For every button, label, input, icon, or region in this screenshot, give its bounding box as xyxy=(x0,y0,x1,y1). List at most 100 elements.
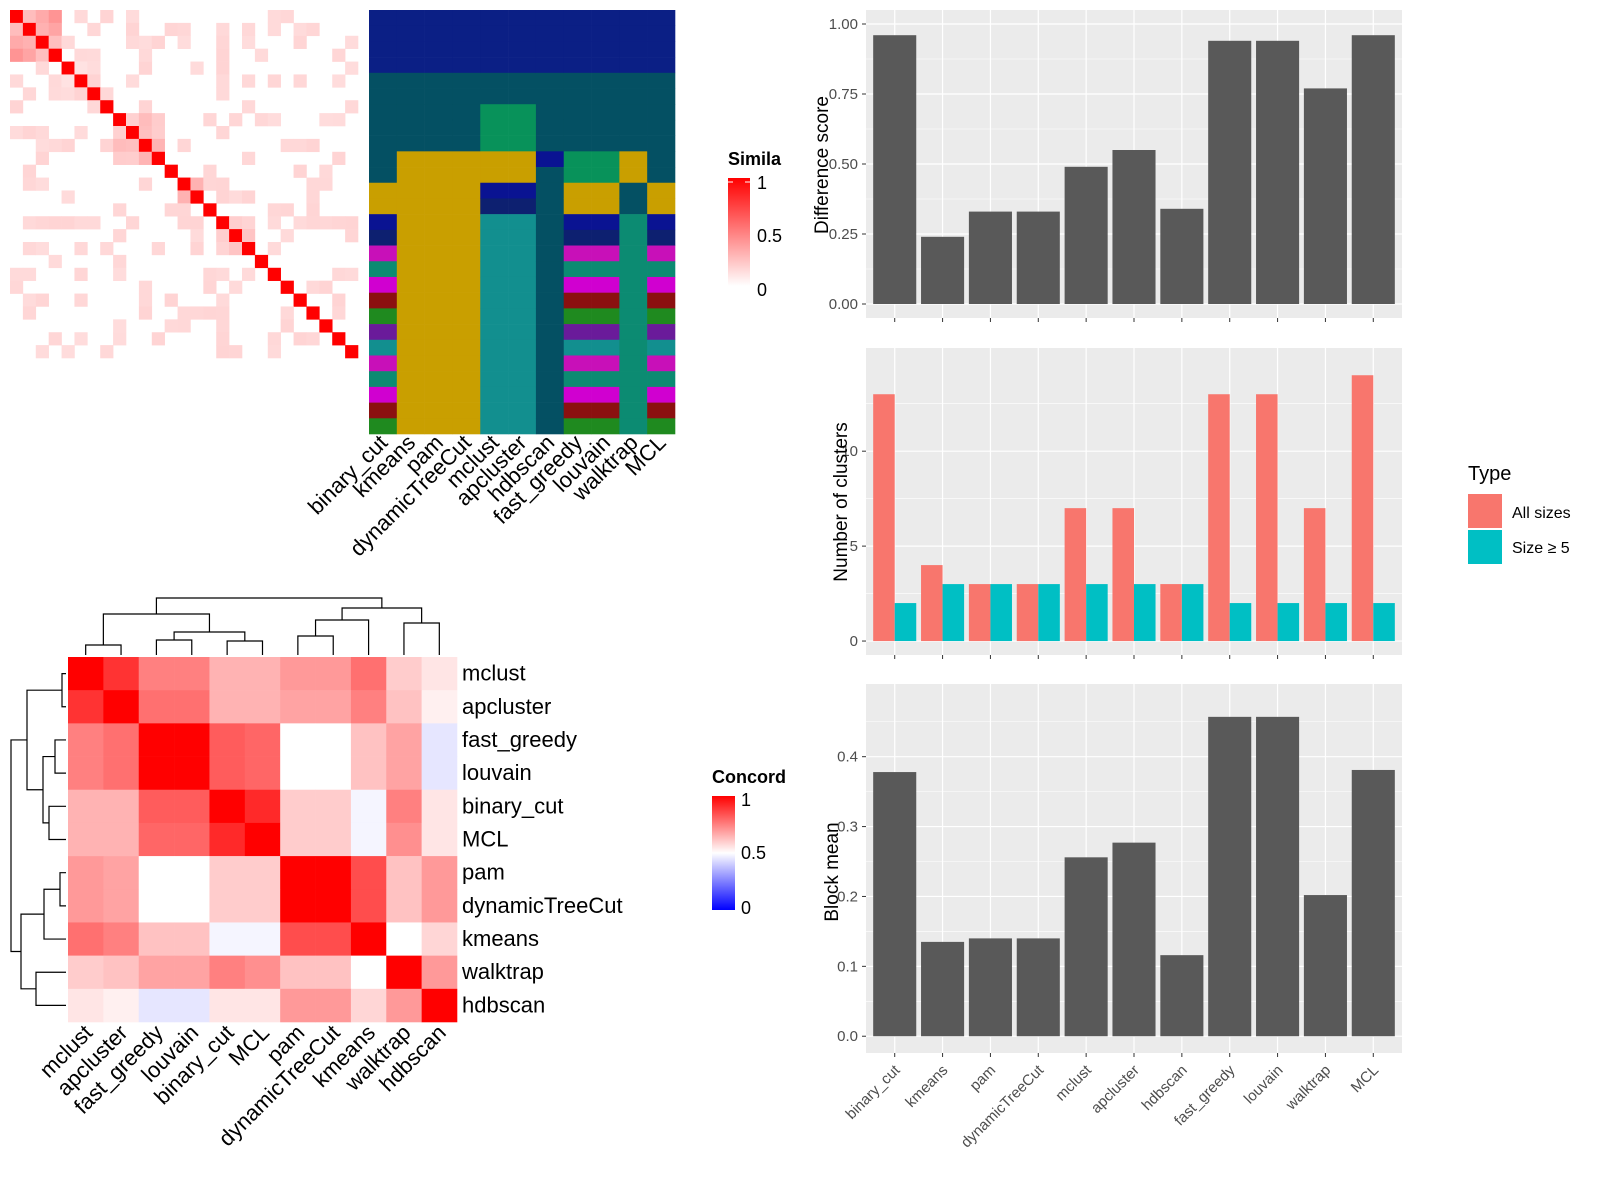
concordance-cell xyxy=(244,657,281,691)
cluster-annotation-heatmap xyxy=(369,10,676,435)
annotation-cell xyxy=(424,135,453,152)
similarity-cell xyxy=(216,345,230,359)
annotation-cell xyxy=(619,402,648,419)
y-tick-label: 0.4 xyxy=(837,749,858,766)
annotation-cell xyxy=(647,104,676,121)
annotation-column-labels: binary_cutkmeanspamdynamicTreeCutmclusta… xyxy=(303,430,671,561)
annotation-cell xyxy=(396,229,425,246)
annotation-cell xyxy=(591,308,620,325)
concordance-cell xyxy=(315,756,352,791)
similarity-cell xyxy=(151,332,165,346)
concordance-cell xyxy=(421,955,458,990)
annotation-cell xyxy=(396,355,425,372)
y-tick-label: 0.2 xyxy=(837,888,858,905)
similarity-cell xyxy=(100,242,114,256)
similarity-cell xyxy=(242,151,256,165)
similarity-cell xyxy=(151,138,165,153)
annotation-cell xyxy=(535,324,565,341)
similarity-cell xyxy=(35,35,49,49)
annotation-cell xyxy=(647,386,676,403)
annotation-cell xyxy=(369,324,398,341)
annotation-cell xyxy=(369,25,398,42)
annotation-cell xyxy=(591,245,620,262)
concordance-cell xyxy=(103,889,140,923)
similarity-cell xyxy=(242,35,256,49)
annotation-cell xyxy=(480,402,509,419)
annotation-cell xyxy=(563,261,592,278)
similarity-cell xyxy=(332,74,346,88)
similarity-cell xyxy=(138,126,153,140)
similarity-legend: Simila 1 0.5 0 xyxy=(728,149,782,300)
concordance-cell xyxy=(244,723,281,757)
annotation-cell xyxy=(452,229,481,246)
similarity-cell xyxy=(332,151,346,165)
annotation-cell xyxy=(619,25,648,42)
concordance-cell xyxy=(68,856,104,890)
annotation-cell xyxy=(369,135,398,152)
concordance-row-label: pam xyxy=(462,860,505,885)
annotation-cell xyxy=(591,10,620,26)
concordance-cell xyxy=(350,988,387,1023)
concordance-cell xyxy=(138,955,175,990)
bar xyxy=(873,35,917,304)
concordance-cell xyxy=(386,789,422,824)
annotation-cell xyxy=(647,371,676,388)
similarity-cell xyxy=(345,35,359,49)
annotation-cell xyxy=(369,119,398,136)
annotation-cell xyxy=(591,25,620,42)
concordance-cell xyxy=(68,657,104,691)
annotation-cell xyxy=(535,72,565,89)
annotation-cell xyxy=(647,10,676,26)
similarity-cell xyxy=(151,242,165,256)
concordance-cell xyxy=(103,657,140,691)
similarity-cell xyxy=(177,22,191,37)
dendrogram-branch xyxy=(59,872,66,907)
annotation-cell xyxy=(480,261,509,278)
annotation-cell xyxy=(508,57,537,74)
concordance-cell xyxy=(138,856,175,890)
concordance-cell xyxy=(244,756,281,791)
concordance-column-labels: mclustapclusterfast_greedylouvainbinary_… xyxy=(35,1020,451,1151)
annotation-cell xyxy=(535,418,565,435)
annotation-cell xyxy=(480,41,509,58)
similarity-cell xyxy=(267,332,281,346)
similarity-cell xyxy=(293,216,307,230)
annotation-cell xyxy=(396,182,425,199)
similarity-cell xyxy=(48,138,62,153)
annotation-cell xyxy=(452,245,481,262)
similarity-cell xyxy=(216,229,230,243)
similarity-cell xyxy=(48,216,62,230)
concordance-cell xyxy=(174,723,210,757)
concordance-cell xyxy=(138,988,175,1023)
concordance-cell xyxy=(386,723,422,757)
annotation-cell xyxy=(591,292,620,309)
similarity-cell xyxy=(216,216,230,230)
similarity-cell xyxy=(126,10,140,24)
concordance-cell xyxy=(280,756,316,791)
annotation-cell xyxy=(619,10,648,26)
concordance-cell xyxy=(350,723,387,757)
dendrogram-branch xyxy=(54,739,66,774)
similarity-cell xyxy=(22,216,37,230)
similarity-cell xyxy=(10,267,24,281)
similarity-cell xyxy=(306,306,320,320)
bar xyxy=(1064,166,1108,304)
annotation-cell xyxy=(369,41,398,58)
annotation-cell xyxy=(535,292,565,309)
annotation-cell xyxy=(480,57,509,74)
bar-all-sizes xyxy=(968,584,991,642)
annotation-cell xyxy=(480,10,509,26)
annotation-cell xyxy=(619,324,648,341)
similarity-cell xyxy=(229,113,243,127)
similarity-cell xyxy=(254,254,269,269)
concordance-cell xyxy=(350,856,387,890)
concordance-cell xyxy=(174,856,210,890)
similarity-cell xyxy=(254,48,269,62)
annotation-cell xyxy=(396,371,425,388)
annotation-cell xyxy=(647,41,676,58)
similarity-cell xyxy=(138,280,153,294)
concordance-cell xyxy=(209,723,246,757)
annotation-cell xyxy=(452,339,481,356)
similarity-cell xyxy=(190,177,204,191)
similarity-cell xyxy=(138,100,153,114)
